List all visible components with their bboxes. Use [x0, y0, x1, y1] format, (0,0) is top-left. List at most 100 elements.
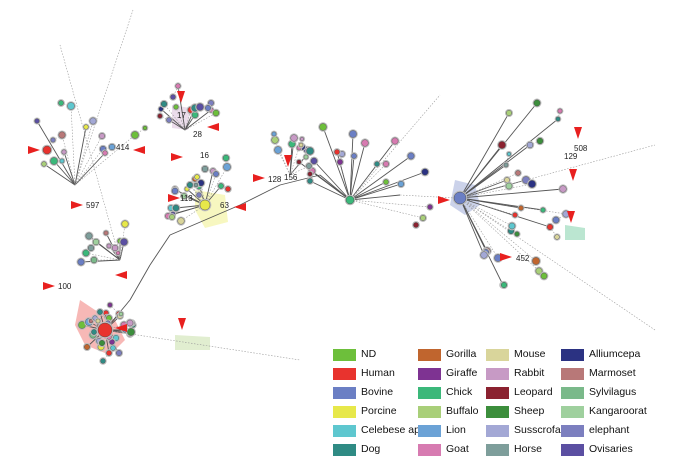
host-legend: ND Human Bovine Porcine Celebese ape Dog Goril… — [333, 346, 673, 462]
cluster-halo — [175, 335, 210, 350]
network-edge — [74, 148, 104, 186]
legend-label: Sylvilagus — [589, 386, 637, 398]
network-node — [110, 345, 116, 351]
node-label-597: 597 — [86, 201, 100, 210]
network-node — [351, 153, 357, 159]
network-node — [361, 139, 369, 147]
network-edge — [349, 199, 431, 208]
network-nodes — [33, 82, 571, 365]
network-edge — [349, 155, 355, 201]
legend-swatch — [486, 349, 509, 361]
network-node — [345, 195, 355, 205]
pointer-arrow-right — [171, 153, 183, 161]
cluster-halo — [565, 225, 585, 240]
network-node — [107, 302, 113, 308]
network-node — [222, 154, 230, 162]
network-node — [427, 204, 433, 210]
pointer-arrow-right — [43, 282, 55, 290]
pointer-arrow-down — [177, 91, 185, 103]
network-edge — [70, 105, 76, 186]
network-edge — [459, 197, 513, 227]
node-label-128: 128 — [268, 175, 282, 184]
legend-swatch — [333, 444, 356, 456]
legend-label: Marmoset — [589, 367, 636, 379]
legend-swatch — [418, 444, 441, 456]
network-edge — [459, 144, 531, 199]
pointer-arrow-down — [574, 127, 582, 139]
network-node — [97, 322, 113, 338]
legend-swatch — [561, 368, 584, 380]
network-node — [99, 133, 105, 139]
network-edge — [74, 134, 136, 186]
pointer-arrow-left — [207, 123, 219, 131]
network-edge — [349, 183, 402, 201]
network-edge — [61, 134, 76, 186]
legend-label: Rabbit — [514, 367, 545, 379]
network-node — [532, 257, 540, 265]
network-node — [201, 165, 209, 173]
network-edge — [349, 140, 396, 201]
network-node — [212, 109, 220, 117]
legend-label: Bovine — [361, 386, 394, 398]
network-node — [421, 168, 429, 176]
network-node — [274, 146, 282, 154]
network-node — [559, 185, 567, 193]
network-node — [398, 181, 404, 187]
network-edge — [43, 163, 76, 186]
network-edge — [459, 112, 510, 199]
network-edge — [459, 179, 508, 199]
network-node — [557, 108, 563, 114]
network-edge — [129, 264, 151, 301]
network-node — [106, 350, 112, 356]
legend-label: Goat — [446, 443, 469, 455]
network-node — [84, 344, 90, 350]
network-node — [97, 309, 103, 315]
network-node — [307, 171, 313, 177]
network-node — [91, 329, 97, 335]
network-edge — [459, 197, 504, 286]
node-label-63: 63 — [220, 201, 229, 210]
network-edge — [239, 184, 281, 206]
legend-swatch — [486, 444, 509, 456]
network-node — [191, 111, 199, 119]
network-node — [383, 161, 389, 167]
network-edge — [204, 204, 241, 221]
network-node — [540, 207, 546, 213]
network-node — [103, 230, 109, 236]
highlight-arrows — [28, 91, 582, 332]
network-edge — [160, 108, 186, 131]
network-edge — [175, 106, 186, 131]
legend-swatch — [418, 387, 441, 399]
network-node — [127, 328, 135, 336]
legend-swatch — [486, 387, 509, 399]
network-edge — [349, 181, 387, 201]
network-node — [374, 161, 380, 167]
network-node — [111, 244, 119, 252]
network-node — [271, 136, 279, 144]
network-node — [187, 182, 193, 188]
legend-label: Horse — [514, 443, 543, 455]
pointer-arrow-down — [569, 169, 577, 181]
legend-label: Sheep — [514, 405, 545, 417]
network-node — [102, 150, 108, 156]
node-label-28: 28 — [193, 130, 202, 139]
network-node — [271, 131, 277, 137]
network-edge — [459, 102, 538, 199]
network-node — [552, 216, 560, 224]
network-node — [299, 136, 305, 142]
network-node — [171, 187, 179, 195]
network-node — [306, 163, 312, 169]
network-node — [480, 251, 488, 259]
legend-swatch — [486, 406, 509, 418]
network-edge — [180, 204, 206, 222]
legend-label: Susscrofa — [514, 424, 561, 436]
legend-label: Celebese ape — [361, 424, 426, 436]
legend-label: Human — [361, 367, 395, 379]
network-node — [126, 319, 134, 327]
legend-label: ND — [361, 348, 377, 360]
node-label-17: 17 — [177, 111, 186, 120]
network-edge — [274, 139, 291, 176]
network-node — [89, 117, 97, 125]
network-edge — [349, 199, 424, 219]
